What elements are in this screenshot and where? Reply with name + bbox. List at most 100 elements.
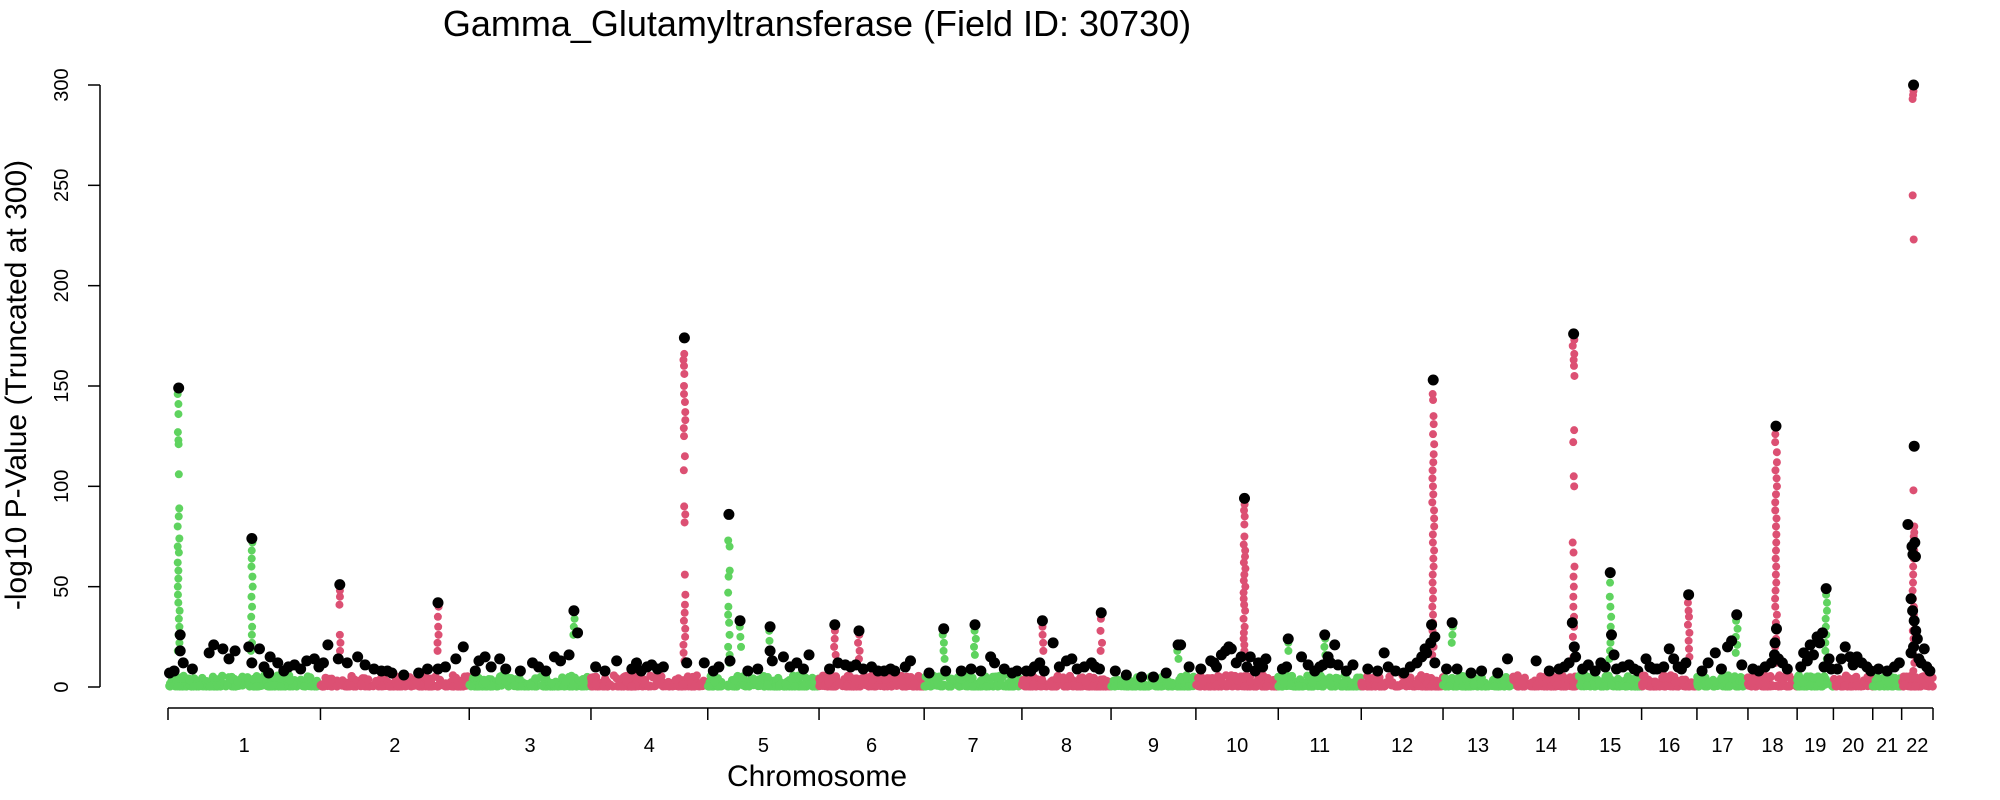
signal-point <box>1569 548 1578 557</box>
signal-point <box>1428 570 1437 579</box>
lead-snp-point <box>422 663 434 675</box>
background-point <box>1565 673 1575 682</box>
signal-point <box>1569 582 1578 591</box>
signal-point <box>434 630 443 639</box>
background-point <box>1607 680 1616 690</box>
lead-snp-point <box>1831 663 1843 675</box>
background-point <box>1900 680 1909 690</box>
background-point <box>775 682 784 691</box>
lead-snp-point <box>1195 663 1207 675</box>
lead-snp-point <box>1429 657 1441 669</box>
background-point <box>1925 676 1935 685</box>
lead-snp-point <box>1924 665 1936 677</box>
x-tick-label: 13 <box>1467 735 1489 757</box>
signal-point <box>174 400 183 409</box>
signal-point <box>175 534 184 543</box>
lead-snp-point <box>1696 665 1708 677</box>
lead-snp-point <box>1907 605 1919 617</box>
lead-snp-point <box>1034 657 1046 669</box>
lead-snp-point <box>713 661 725 673</box>
signal-point <box>1684 606 1693 615</box>
lead-snp-point <box>174 629 186 641</box>
lead-snp-point <box>439 661 451 673</box>
background-point <box>1475 679 1485 688</box>
lead-snp-point <box>1281 661 1293 673</box>
signal-point <box>1909 235 1918 244</box>
background-point <box>1007 681 1016 691</box>
lead-snp-point <box>457 641 469 653</box>
background-point <box>363 675 373 684</box>
signal-point <box>1428 530 1437 539</box>
signal-point <box>1569 572 1578 581</box>
background-point <box>1536 672 1545 681</box>
background-point <box>285 676 295 685</box>
signal-point <box>1430 440 1439 449</box>
lead-snp-point <box>1608 649 1620 661</box>
background-point <box>1902 672 1911 681</box>
lead-snp-point <box>1909 537 1921 549</box>
signal-point <box>679 424 688 433</box>
signal-point <box>1428 602 1437 611</box>
background-point <box>385 682 394 691</box>
lead-snp-point <box>1427 374 1439 386</box>
lead-snp-point <box>824 663 836 675</box>
background-point <box>1454 675 1464 685</box>
signal-point <box>724 610 733 619</box>
lead-snp-point <box>1476 665 1488 677</box>
background-point <box>1532 681 1541 690</box>
signal-point <box>830 642 839 651</box>
signal-point <box>1570 371 1579 380</box>
signal-point <box>336 638 345 647</box>
signal-point <box>175 606 184 615</box>
background-point <box>1677 675 1687 685</box>
background-point <box>967 681 977 691</box>
signal-point <box>1174 654 1183 663</box>
lead-snp-point <box>177 657 189 669</box>
lead-snp-point <box>1095 607 1107 619</box>
signal-point <box>1772 562 1781 571</box>
signal-point <box>1428 498 1437 507</box>
signal-point <box>570 614 579 623</box>
background-point <box>1286 672 1296 681</box>
signal-point <box>1606 638 1615 647</box>
lead-snp-point <box>1873 663 1885 675</box>
lead-snp-point <box>1238 492 1250 504</box>
signal-point <box>1570 562 1579 571</box>
signal-point <box>1430 522 1439 531</box>
background-point <box>976 676 986 686</box>
lead-snp-point <box>1702 657 1714 669</box>
signal-point <box>248 622 257 631</box>
lead-snp-point <box>1680 657 1692 669</box>
signal-point <box>248 602 257 611</box>
signal-point <box>680 432 689 441</box>
lead-snp-point <box>308 653 320 665</box>
signal-point <box>1239 628 1248 637</box>
background-point <box>506 673 516 683</box>
signal-point <box>1098 638 1107 647</box>
lead-snp-point <box>1606 629 1618 641</box>
x-tick-label: 14 <box>1535 735 1557 757</box>
signal-point <box>335 592 344 601</box>
signal-point <box>1771 490 1780 499</box>
signal-point <box>1430 514 1439 523</box>
background-point <box>1325 679 1335 689</box>
lead-snp-point <box>657 661 669 673</box>
lead-snp-point <box>1426 619 1438 631</box>
signal-point <box>433 638 442 647</box>
signal-point <box>1239 594 1248 603</box>
signal-point <box>1771 498 1780 507</box>
signal-point <box>1771 586 1780 595</box>
lead-snp-point <box>555 655 567 667</box>
signal-point <box>1570 482 1579 491</box>
lead-snp-point <box>413 667 425 679</box>
lead-snp-point <box>1770 420 1782 432</box>
signal-point <box>1239 540 1248 549</box>
signal-point <box>1772 458 1781 467</box>
lead-snp-point <box>1446 617 1458 629</box>
lead-snp-point <box>1109 665 1121 677</box>
background-point <box>1717 674 1726 683</box>
background-point <box>1873 673 1882 682</box>
background-point <box>730 675 739 685</box>
background-point <box>1165 680 1174 689</box>
